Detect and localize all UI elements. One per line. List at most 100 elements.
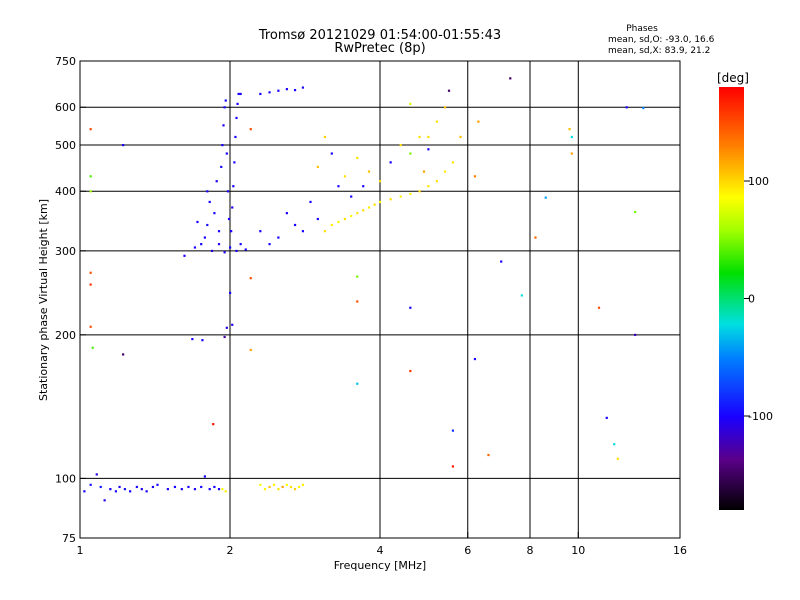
data-point	[330, 223, 333, 227]
data-point	[323, 135, 327, 139]
data-point	[379, 180, 382, 183]
y-axis-ticks: 75 100 200 300 400 500 600 750	[55, 55, 86, 545]
x-axis-ticks: 1 2 4 6 8 10 16	[77, 532, 687, 557]
data-point	[201, 339, 204, 342]
data-point	[570, 152, 573, 155]
x-axis-label: Frequency [MHz]	[334, 559, 426, 572]
x-tick-label: 16	[673, 544, 687, 557]
data-point	[268, 485, 271, 489]
data-point	[316, 217, 319, 221]
data-point	[235, 249, 238, 253]
data-point	[225, 152, 228, 155]
data-point	[367, 170, 371, 173]
data-point	[156, 483, 159, 486]
data-point	[289, 485, 293, 489]
data-point	[293, 488, 297, 491]
data-point	[210, 249, 214, 253]
x-tick-label: 6	[464, 544, 471, 557]
y-tick-label: 400	[55, 185, 76, 198]
data-point	[356, 275, 359, 278]
data-point	[477, 120, 480, 123]
data-point	[297, 485, 301, 489]
data-point	[140, 488, 143, 491]
data-point	[215, 180, 218, 183]
stats-line-o: mean, sd,O: -93.0, 16.6	[608, 35, 715, 45]
y-tick-label: 200	[55, 329, 76, 342]
data-point	[203, 236, 206, 239]
data-point	[399, 195, 402, 198]
data-point	[544, 196, 547, 199]
data-point	[239, 243, 242, 246]
data-point	[166, 488, 169, 491]
data-point	[447, 89, 451, 92]
data-point	[114, 490, 118, 493]
chart-title: Tromsø 20121029 01:54:00-01:55:43	[258, 28, 501, 43]
data-point	[301, 483, 305, 486]
data-point	[259, 92, 262, 96]
data-point	[122, 353, 125, 356]
data-point	[409, 152, 412, 155]
data-point	[443, 106, 447, 109]
data-point	[487, 453, 490, 457]
data-point	[206, 190, 209, 193]
data-point	[122, 143, 125, 147]
y-tick-label: 300	[55, 245, 76, 258]
data-point	[225, 326, 228, 329]
data-point	[91, 346, 94, 349]
y-axis-label: Stationary phase Virtual Height [km]	[37, 199, 50, 401]
data-point	[223, 251, 226, 254]
data-point	[118, 485, 121, 489]
data-point	[337, 220, 340, 224]
data-point	[356, 382, 359, 385]
stats-line-x: mean, sd,X: 83.9, 21.2	[608, 46, 710, 56]
data-point	[389, 198, 392, 201]
data-point	[217, 230, 221, 233]
data-point	[435, 120, 438, 123]
data-point	[129, 490, 132, 493]
data-point	[200, 485, 203, 489]
data-point	[206, 223, 209, 227]
data-point	[277, 236, 280, 239]
data-point	[356, 212, 359, 215]
data-point	[183, 254, 186, 257]
data-point	[193, 246, 197, 249]
data-point	[534, 236, 537, 239]
data-point	[231, 206, 234, 209]
data-point	[213, 485, 216, 489]
data-point	[427, 135, 430, 139]
data-point	[193, 488, 197, 491]
data-point	[409, 306, 412, 309]
data-point	[232, 185, 235, 188]
data-point	[301, 230, 305, 233]
data-point	[316, 165, 319, 169]
data-point	[259, 483, 262, 486]
data-point	[89, 128, 92, 131]
grid-lines	[80, 61, 680, 538]
data-point	[568, 128, 571, 131]
data-point	[389, 161, 392, 164]
colorbar-tick-label: 100	[748, 175, 769, 188]
data-point	[234, 135, 237, 139]
data-point	[285, 483, 288, 486]
data-point	[343, 217, 347, 221]
data-point	[272, 483, 276, 486]
data-point	[249, 128, 252, 131]
data-point	[613, 443, 616, 446]
data-point	[459, 135, 462, 139]
data-point	[235, 116, 238, 120]
data-point	[103, 499, 106, 502]
data-point	[427, 148, 430, 151]
data-point	[223, 335, 226, 339]
data-point	[509, 77, 512, 80]
data-point	[249, 348, 252, 352]
data-point	[224, 490, 227, 493]
y-tick-label: 750	[55, 55, 76, 68]
data-point	[451, 429, 455, 432]
x-tick-label: 8	[527, 544, 534, 557]
data-point	[367, 206, 371, 209]
colorbar-ticks: 100 0 -100	[744, 175, 773, 423]
data-point	[226, 190, 230, 193]
data-point	[224, 99, 227, 102]
data-point	[337, 185, 340, 188]
